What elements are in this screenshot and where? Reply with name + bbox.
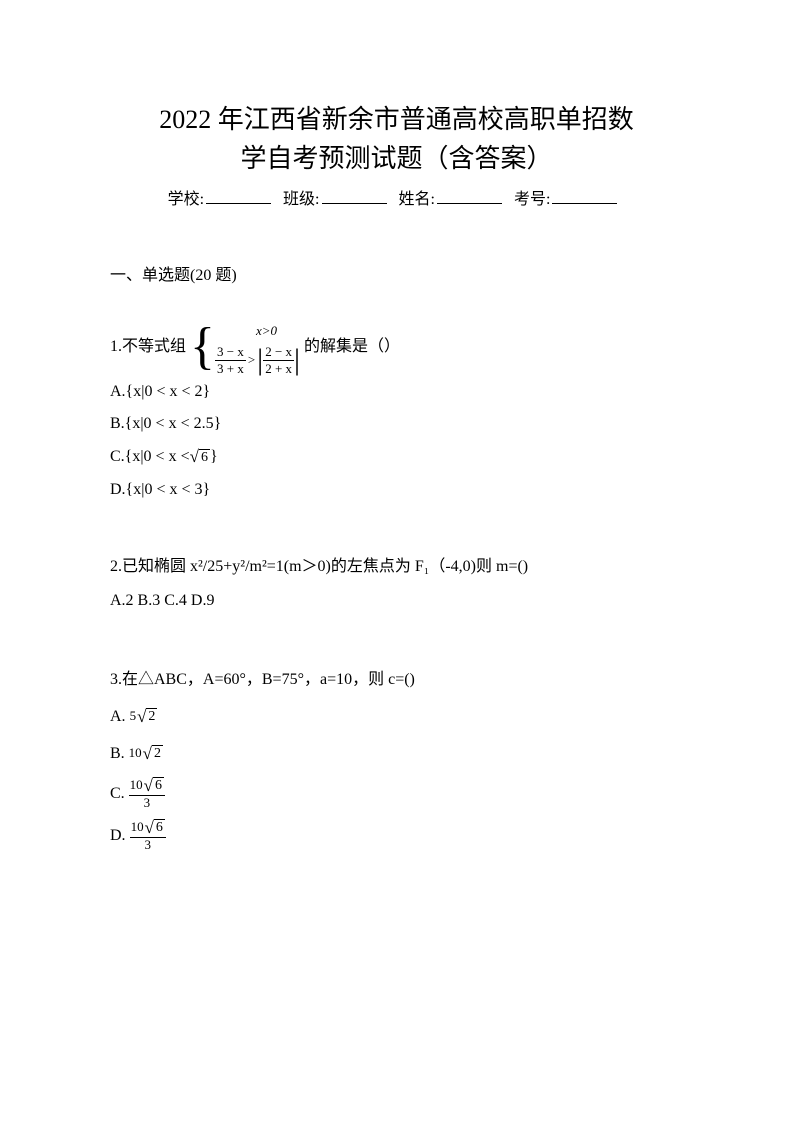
q1-option-b: B.{x|0 < x < 2.5} bbox=[110, 408, 683, 440]
system-row-2: 3 − x 3 + x > | 2 − x 2 + x | bbox=[215, 344, 300, 376]
sqrt-sign-icon: √ bbox=[145, 818, 154, 838]
q3-optb-expr: 10 √ 2 bbox=[129, 735, 163, 772]
class-blank[interactable] bbox=[322, 186, 387, 204]
question-1: 1.不等式组 { x>0 3 − x 3 + x > | 2 − x 2 + x bbox=[110, 318, 683, 506]
q1-inequality-system: { x>0 3 − x 3 + x > | 2 − x 2 + x bbox=[190, 318, 300, 376]
q1-option-a: A.{x|0 < x < 2} bbox=[110, 376, 683, 408]
q2-stem: 2.已知椭圆 x²/25+y²/m²=1(m＞0)的左焦点为 F₁（-4,0)则… bbox=[110, 551, 683, 583]
brace-content: x>0 3 − x 3 + x > | 2 − x 2 + x | bbox=[215, 318, 300, 376]
sqrt-6-d: √ 6 bbox=[145, 818, 165, 838]
name-blank[interactable] bbox=[437, 186, 502, 204]
q3-stem: 3.在△ABC，A=60°，B=75°，a=10，则 c=() bbox=[110, 662, 683, 697]
frac1-denominator: 3 + x bbox=[215, 361, 246, 377]
sqrt-arg-d: 6 bbox=[154, 819, 165, 835]
q1-option-d: D.{x|0 < x < 3} bbox=[110, 474, 683, 506]
exam-no-blank[interactable] bbox=[552, 186, 617, 204]
q3-optc-numerator: 10 √ 6 bbox=[129, 776, 165, 797]
sqrt-arg: 6 bbox=[199, 449, 210, 465]
q3-optb-label: B. bbox=[110, 736, 125, 771]
frac1-numerator: 3 − x bbox=[215, 344, 246, 361]
student-info-line: 学校: 班级: 姓名: 考号: bbox=[110, 186, 683, 213]
q3-option-a: A. 5 √ 2 bbox=[110, 698, 683, 735]
q1-option-c: C.{x|0 < x < √ 6 } bbox=[110, 440, 683, 474]
sqrt-arg-c: 6 bbox=[153, 777, 164, 793]
q1-prefix: 1.不等式组 bbox=[110, 331, 186, 363]
abs-bar-right: | bbox=[294, 345, 300, 375]
document-title: 2022 年江西省新余市普通高校高职单招数 学自考预测试题（含答案） bbox=[110, 100, 683, 178]
fraction-2: 2 − x 2 + x bbox=[263, 344, 294, 376]
left-brace-icon: { bbox=[190, 318, 215, 376]
system-row-1: x>0 bbox=[215, 318, 300, 344]
q3-optd-coef: 10 bbox=[131, 820, 144, 835]
q1-optc-prefix: C.{x|0 < x < bbox=[110, 441, 190, 473]
frac2-denominator: 2 + x bbox=[263, 361, 294, 377]
absolute-value: | 2 − x 2 + x | bbox=[257, 344, 300, 376]
class-label: 班级: bbox=[283, 191, 319, 208]
q3-option-b: B. 10 √ 2 bbox=[110, 735, 683, 772]
section-1-title: 一、单选题(20 题) bbox=[110, 263, 683, 289]
sqrt-6: √ 6 bbox=[190, 440, 210, 474]
q3-optc-coef: 10 bbox=[130, 778, 143, 793]
exam-no-label: 考号: bbox=[514, 191, 550, 208]
sqrt-2-a: √ 2 bbox=[137, 698, 157, 735]
q2-options: A.2 B.3 C.4 D.9 bbox=[110, 585, 683, 617]
q3-optc-denominator: 3 bbox=[143, 796, 152, 811]
q1-suffix: 的解集是（） bbox=[304, 331, 400, 363]
sqrt-6-c: √ 6 bbox=[144, 776, 164, 796]
q1-stem: 1.不等式组 { x>0 3 − x 3 + x > | 2 − x 2 + x bbox=[110, 318, 683, 376]
q3-optd-fraction: 10 √ 6 3 bbox=[130, 818, 166, 853]
sqrt-sign-icon: √ bbox=[143, 735, 152, 772]
question-2: 2.已知椭圆 x²/25+y²/m²=1(m＞0)的左焦点为 F₁（-4,0)则… bbox=[110, 551, 683, 617]
sqrt-arg-a: 2 bbox=[146, 708, 157, 724]
q3-optd-label: D. bbox=[110, 818, 126, 853]
sqrt-sign-icon: √ bbox=[144, 776, 153, 796]
q3-option-c: C. 10 √ 6 3 bbox=[110, 772, 683, 814]
q3-optc-label: C. bbox=[110, 776, 125, 811]
q3-option-d: D. 10 √ 6 3 bbox=[110, 814, 683, 856]
fraction-1: 3 − x 3 + x bbox=[215, 344, 246, 376]
school-blank[interactable] bbox=[206, 186, 271, 204]
q3-opta-label: A. bbox=[110, 699, 126, 734]
q3-opta-coef: 5 bbox=[130, 702, 137, 731]
title-line-1: 2022 年江西省新余市普通高校高职单招数 bbox=[159, 105, 634, 134]
sqrt-arg-b: 2 bbox=[152, 745, 163, 761]
q3-optb-coef: 10 bbox=[129, 739, 142, 768]
q3-optd-denominator: 3 bbox=[143, 838, 152, 853]
question-3: 3.在△ABC，A=60°，B=75°，a=10，则 c=() A. 5 √ 2… bbox=[110, 662, 683, 856]
frac2-numerator: 2 − x bbox=[263, 344, 294, 361]
q3-opta-expr: 5 √ 2 bbox=[130, 698, 158, 735]
name-label: 姓名: bbox=[399, 191, 435, 208]
q3-optd-numerator: 10 √ 6 bbox=[130, 818, 166, 839]
sqrt-sign-icon: √ bbox=[190, 440, 199, 474]
school-label: 学校: bbox=[168, 191, 204, 208]
sqrt-sign-icon: √ bbox=[137, 698, 146, 735]
greater-than: > bbox=[248, 347, 255, 373]
q3-optc-fraction: 10 √ 6 3 bbox=[129, 776, 165, 811]
title-line-2: 学自考预测试题（含答案） bbox=[240, 144, 552, 173]
q1-optc-suffix: } bbox=[210, 441, 218, 473]
sqrt-2-b: √ 2 bbox=[143, 735, 163, 772]
